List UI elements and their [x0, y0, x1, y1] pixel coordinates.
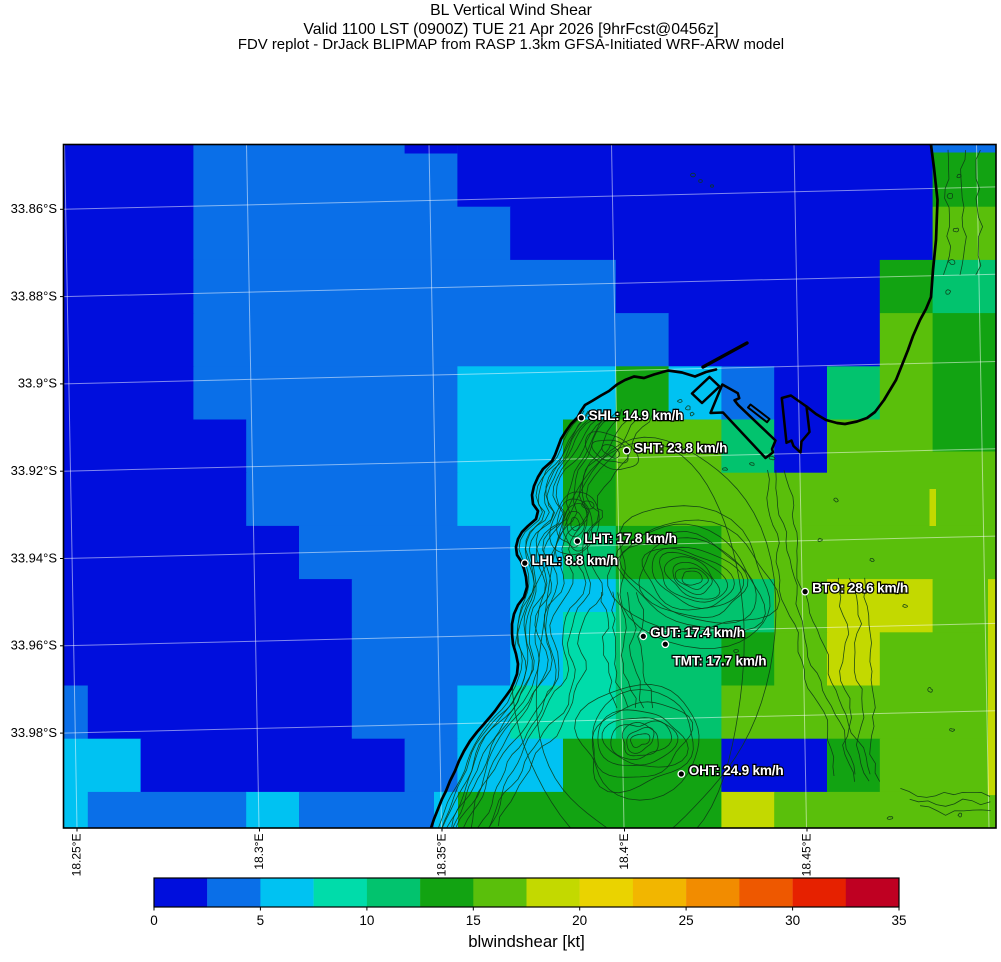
svg-text:20: 20 [572, 913, 587, 928]
svg-text:5: 5 [257, 913, 265, 928]
svg-text:18.35°E: 18.35°E [434, 834, 448, 877]
svg-text:25: 25 [679, 913, 694, 928]
svg-text:33.96°S: 33.96°S [11, 638, 58, 653]
svg-text:BTO: 28.6 km/h: BTO: 28.6 km/h [812, 581, 908, 596]
svg-text:10: 10 [359, 913, 374, 928]
svg-text:LHL: 8.8 km/h: LHL: 8.8 km/h [531, 553, 618, 568]
svg-text:18.3°E: 18.3°E [252, 834, 266, 870]
svg-text:OHT: 24.9 km/h: OHT: 24.9 km/h [689, 763, 784, 778]
svg-text:18.45°E: 18.45°E [799, 834, 813, 877]
svg-text:blwindshear [kt]: blwindshear [kt] [468, 932, 585, 951]
svg-text:GUT: 17.4 km/h: GUT: 17.4 km/h [650, 625, 745, 640]
svg-text:15: 15 [466, 913, 481, 928]
svg-text:33.98°S: 33.98°S [11, 725, 58, 740]
svg-text:TMT: 17.7 km/h: TMT: 17.7 km/h [673, 653, 767, 668]
svg-text:SHT: 23.8 km/h: SHT: 23.8 km/h [634, 441, 727, 456]
svg-text:18.25°E: 18.25°E [69, 834, 83, 877]
svg-text:33.9°S: 33.9°S [18, 376, 58, 391]
svg-text:30: 30 [785, 913, 800, 928]
svg-text:33.88°S: 33.88°S [11, 288, 58, 303]
svg-text:35: 35 [891, 913, 906, 928]
svg-text:33.92°S: 33.92°S [11, 463, 58, 478]
svg-text:33.94°S: 33.94°S [11, 550, 58, 565]
svg-text:0: 0 [150, 913, 158, 928]
svg-text:SHL: 14.9 km/h: SHL: 14.9 km/h [589, 408, 684, 423]
svg-text:18.4°E: 18.4°E [617, 834, 631, 870]
svg-text:LHT: 17.8 km/h: LHT: 17.8 km/h [584, 531, 676, 546]
svg-text:33.86°S: 33.86°S [11, 201, 58, 216]
